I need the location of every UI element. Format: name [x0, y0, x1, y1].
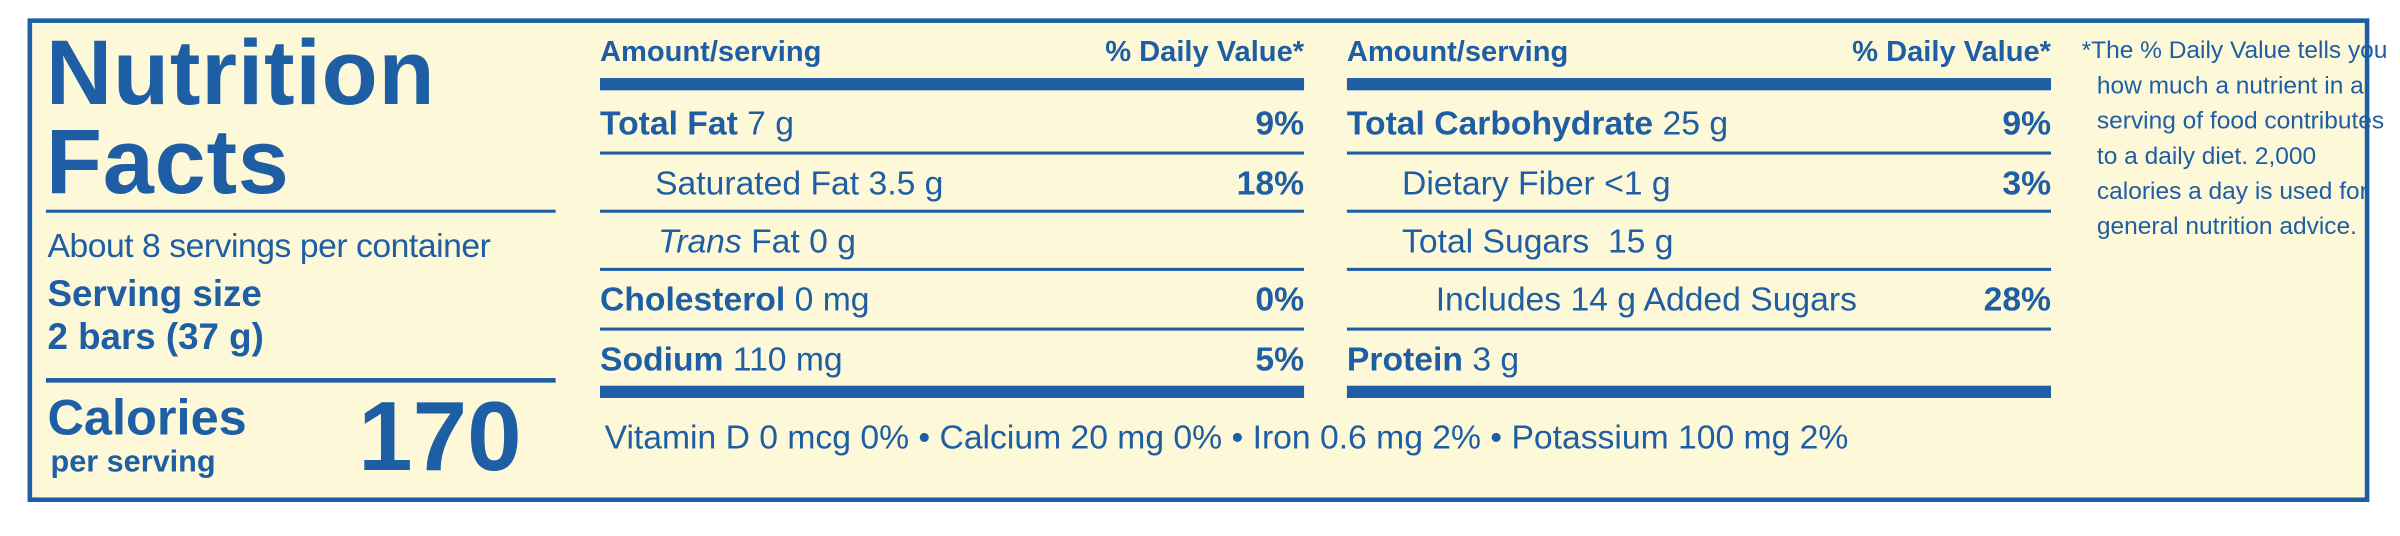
- rule: [1346, 327, 2052, 330]
- nutrient: Dietary Fiber: [1402, 163, 1595, 203]
- amount: 15 g: [1607, 221, 1674, 261]
- title-line: Facts: [45, 110, 290, 213]
- dv: 18%: [1236, 163, 1305, 203]
- amount: 25 g: [1662, 104, 1729, 143]
- rule: [599, 209, 1305, 212]
- row: Sodium 110 mg 5%: [600, 338, 1304, 381]
- rule: [599, 151, 1305, 154]
- amount: <1 g: [1604, 163, 1671, 203]
- nutrient: Total Carbohydrate: [1346, 104, 1654, 143]
- thick-rule: [1346, 385, 2052, 398]
- dv: 9%: [2002, 104, 2052, 143]
- nutrient: Fat: [751, 221, 800, 261]
- dv: 5%: [1255, 339, 1305, 379]
- rule: [1346, 267, 2052, 271]
- row: Includes 14 g Added Sugars 28%: [1347, 279, 2051, 322]
- amount: 0 g: [809, 221, 856, 261]
- row: Saturated Fat 3.5 g 18%: [600, 162, 1304, 205]
- row: Protein 3 g: [1347, 338, 2051, 381]
- vitamins-minerals: Vitamin D 0 mcg 0% • Calcium 20 mg 0% • …: [604, 417, 1849, 457]
- calories-label: Calories: [47, 388, 247, 446]
- dv: 0%: [1255, 280, 1305, 319]
- dv: 9%: [1255, 104, 1305, 143]
- title-line: Nutrition: [45, 21, 436, 124]
- nutrient: Cholesterol: [599, 280, 786, 319]
- header-amount: Amount/serving: [1346, 36, 1569, 69]
- serving-size: 2 bars (37 g): [47, 316, 264, 359]
- thick-rule: [599, 385, 1305, 398]
- header: Amount/serving % Daily Value*: [1347, 35, 2051, 72]
- dv: 3%: [2002, 163, 2052, 203]
- amount: 110 mg: [732, 339, 843, 379]
- nutrient: Sodium: [599, 339, 724, 379]
- header: Amount/serving % Daily Value*: [600, 35, 1304, 72]
- amount: 3.5 g: [868, 163, 944, 203]
- nutrient: Total Fat: [599, 104, 738, 143]
- amount: 7 g: [747, 104, 794, 143]
- nutrient: Total Sugars: [1402, 221, 1590, 261]
- calories-value: 170: [358, 381, 522, 492]
- rule: [599, 327, 1305, 330]
- row: Cholesterol 0 mg 0%: [600, 279, 1304, 322]
- rule: [1346, 151, 2052, 154]
- nutrition-label: [27, 18, 2370, 503]
- amount: 3 g: [1472, 339, 1520, 379]
- column: Amount/serving % Daily Value* Total Carbo…: [1346, 0, 2052, 413]
- row: Total Carbohydrate 25 g 9%: [1347, 103, 2051, 146]
- header-dv: % Daily Value*: [1105, 36, 1305, 69]
- rule: [599, 267, 1305, 271]
- calories-sub: per serving: [50, 445, 216, 480]
- row: Dietary Fiber <1 g 3%: [1347, 162, 2051, 205]
- nutrient: Saturated Fat: [655, 163, 860, 203]
- dv: 28%: [1983, 280, 2052, 319]
- thick-rule: [45, 378, 556, 383]
- nutrient-prefix: Trans: [658, 221, 742, 261]
- thick-rule: [1346, 78, 2052, 91]
- thick-rule: [599, 78, 1305, 91]
- amount: 0 mg: [794, 280, 870, 319]
- header-dv: % Daily Value*: [1852, 36, 2052, 69]
- header-amount: Amount/serving: [599, 36, 822, 69]
- row: Total Sugars 15 g: [1347, 220, 2051, 263]
- nutrient: Protein: [1346, 339, 1463, 379]
- rule: [1346, 209, 2052, 212]
- nutrient: Includes 14 g Added Sugars: [1435, 280, 1857, 319]
- rule: [45, 209, 556, 212]
- row: Total Fat 7 g 9%: [600, 103, 1304, 146]
- servings: About 8 servings per container: [47, 226, 491, 265]
- row: Trans Fat 0 g: [600, 220, 1304, 263]
- serving-size-label: Serving size: [47, 273, 262, 316]
- column: Amount/serving % Daily Value* Total Fat 7…: [599, 0, 1305, 413]
- footnote: *The % Daily Value tells you how much a …: [2081, 38, 2388, 241]
